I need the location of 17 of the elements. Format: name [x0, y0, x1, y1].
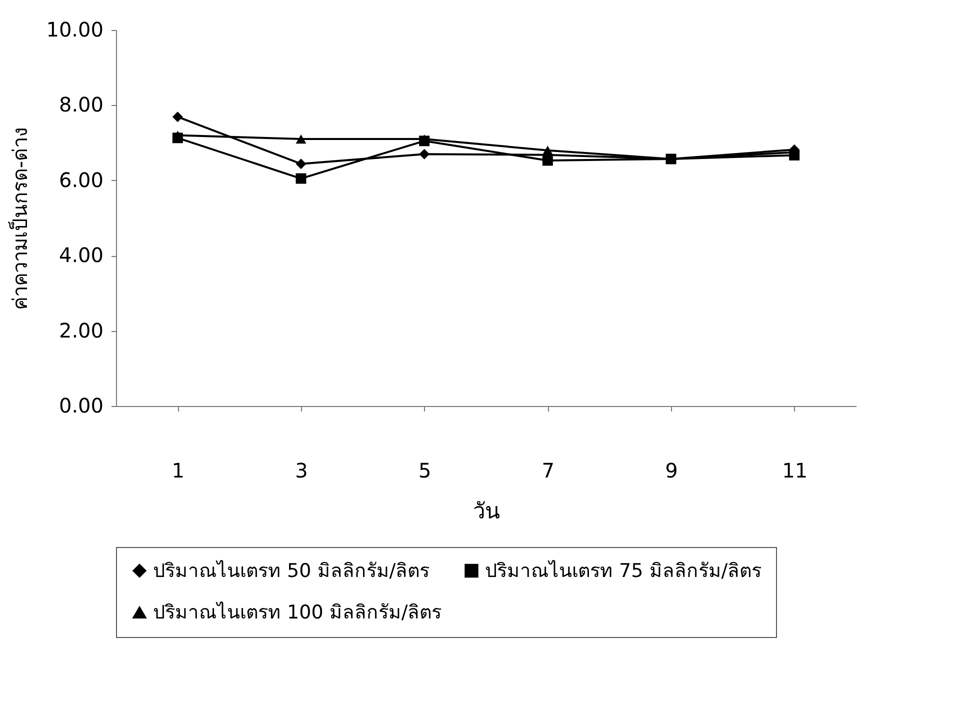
legend-label: ปริมาณไนเตรท 75 มิลลิกรัม/ลิตร: [485, 560, 762, 582]
y-tick-label: 6.00: [58, 168, 104, 192]
x-axis-title: วัน: [473, 500, 500, 524]
x-tick-label: 9: [665, 458, 678, 482]
y-tick-label: 4.00: [58, 243, 104, 268]
x-tick-label: 7: [542, 458, 555, 482]
x-tick-label: 3: [295, 458, 308, 482]
legend-label: ปริมาณไนเตรท 50 มิลลิกรัม/ลิตร: [153, 560, 430, 582]
x-tick-label: 5: [418, 458, 432, 482]
y-axis-title: ค่าความเป็นกรด-ด่าง: [7, 126, 32, 310]
y-tick-label: 0.00: [58, 394, 104, 418]
x-tick-label: 11: [782, 458, 808, 482]
x-tick-label: 1: [172, 458, 185, 482]
y-tick-label: 2.00: [58, 318, 104, 342]
y-tick-label: 10.00: [46, 18, 104, 42]
y-tick-label: 8.00: [58, 92, 104, 117]
legend-label: ปริมาณไนเตรท 100 มิลลิกรัม/ลิตร: [153, 602, 442, 624]
